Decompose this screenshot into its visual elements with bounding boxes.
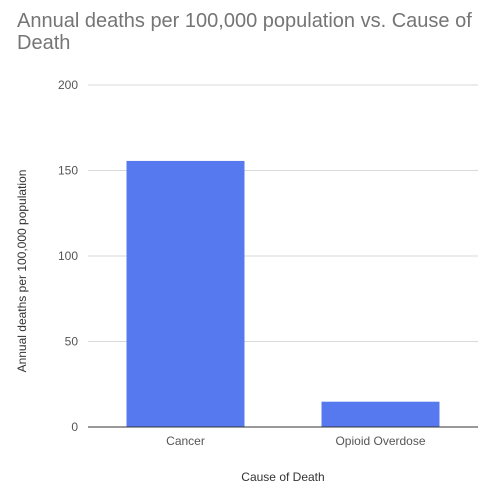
bars [126,160,440,427]
y-tick-labels: 0 50 100 150 200 [58,78,78,434]
x-tick-labels: Cancer Opioid Overdose [166,434,426,448]
y-tick-label-150: 150 [58,164,78,178]
y-tick-label-50: 50 [65,335,79,349]
y-tick-label-100: 100 [58,249,78,263]
y-axis-title: Annual deaths per 100,000 population [15,170,29,373]
chart-title: Annual deaths per 100,000 population vs.… [17,10,472,54]
bar-opioid-overdose [321,401,440,427]
x-axis-title: Cause of Death [241,470,324,484]
x-tick-label-opioid-overdose: Opioid Overdose [335,434,425,448]
y-tick-label-0: 0 [71,420,78,434]
x-tick-label-cancer: Cancer [166,434,205,448]
bar-cancer [126,160,245,427]
y-tick-label-200: 200 [58,78,78,92]
